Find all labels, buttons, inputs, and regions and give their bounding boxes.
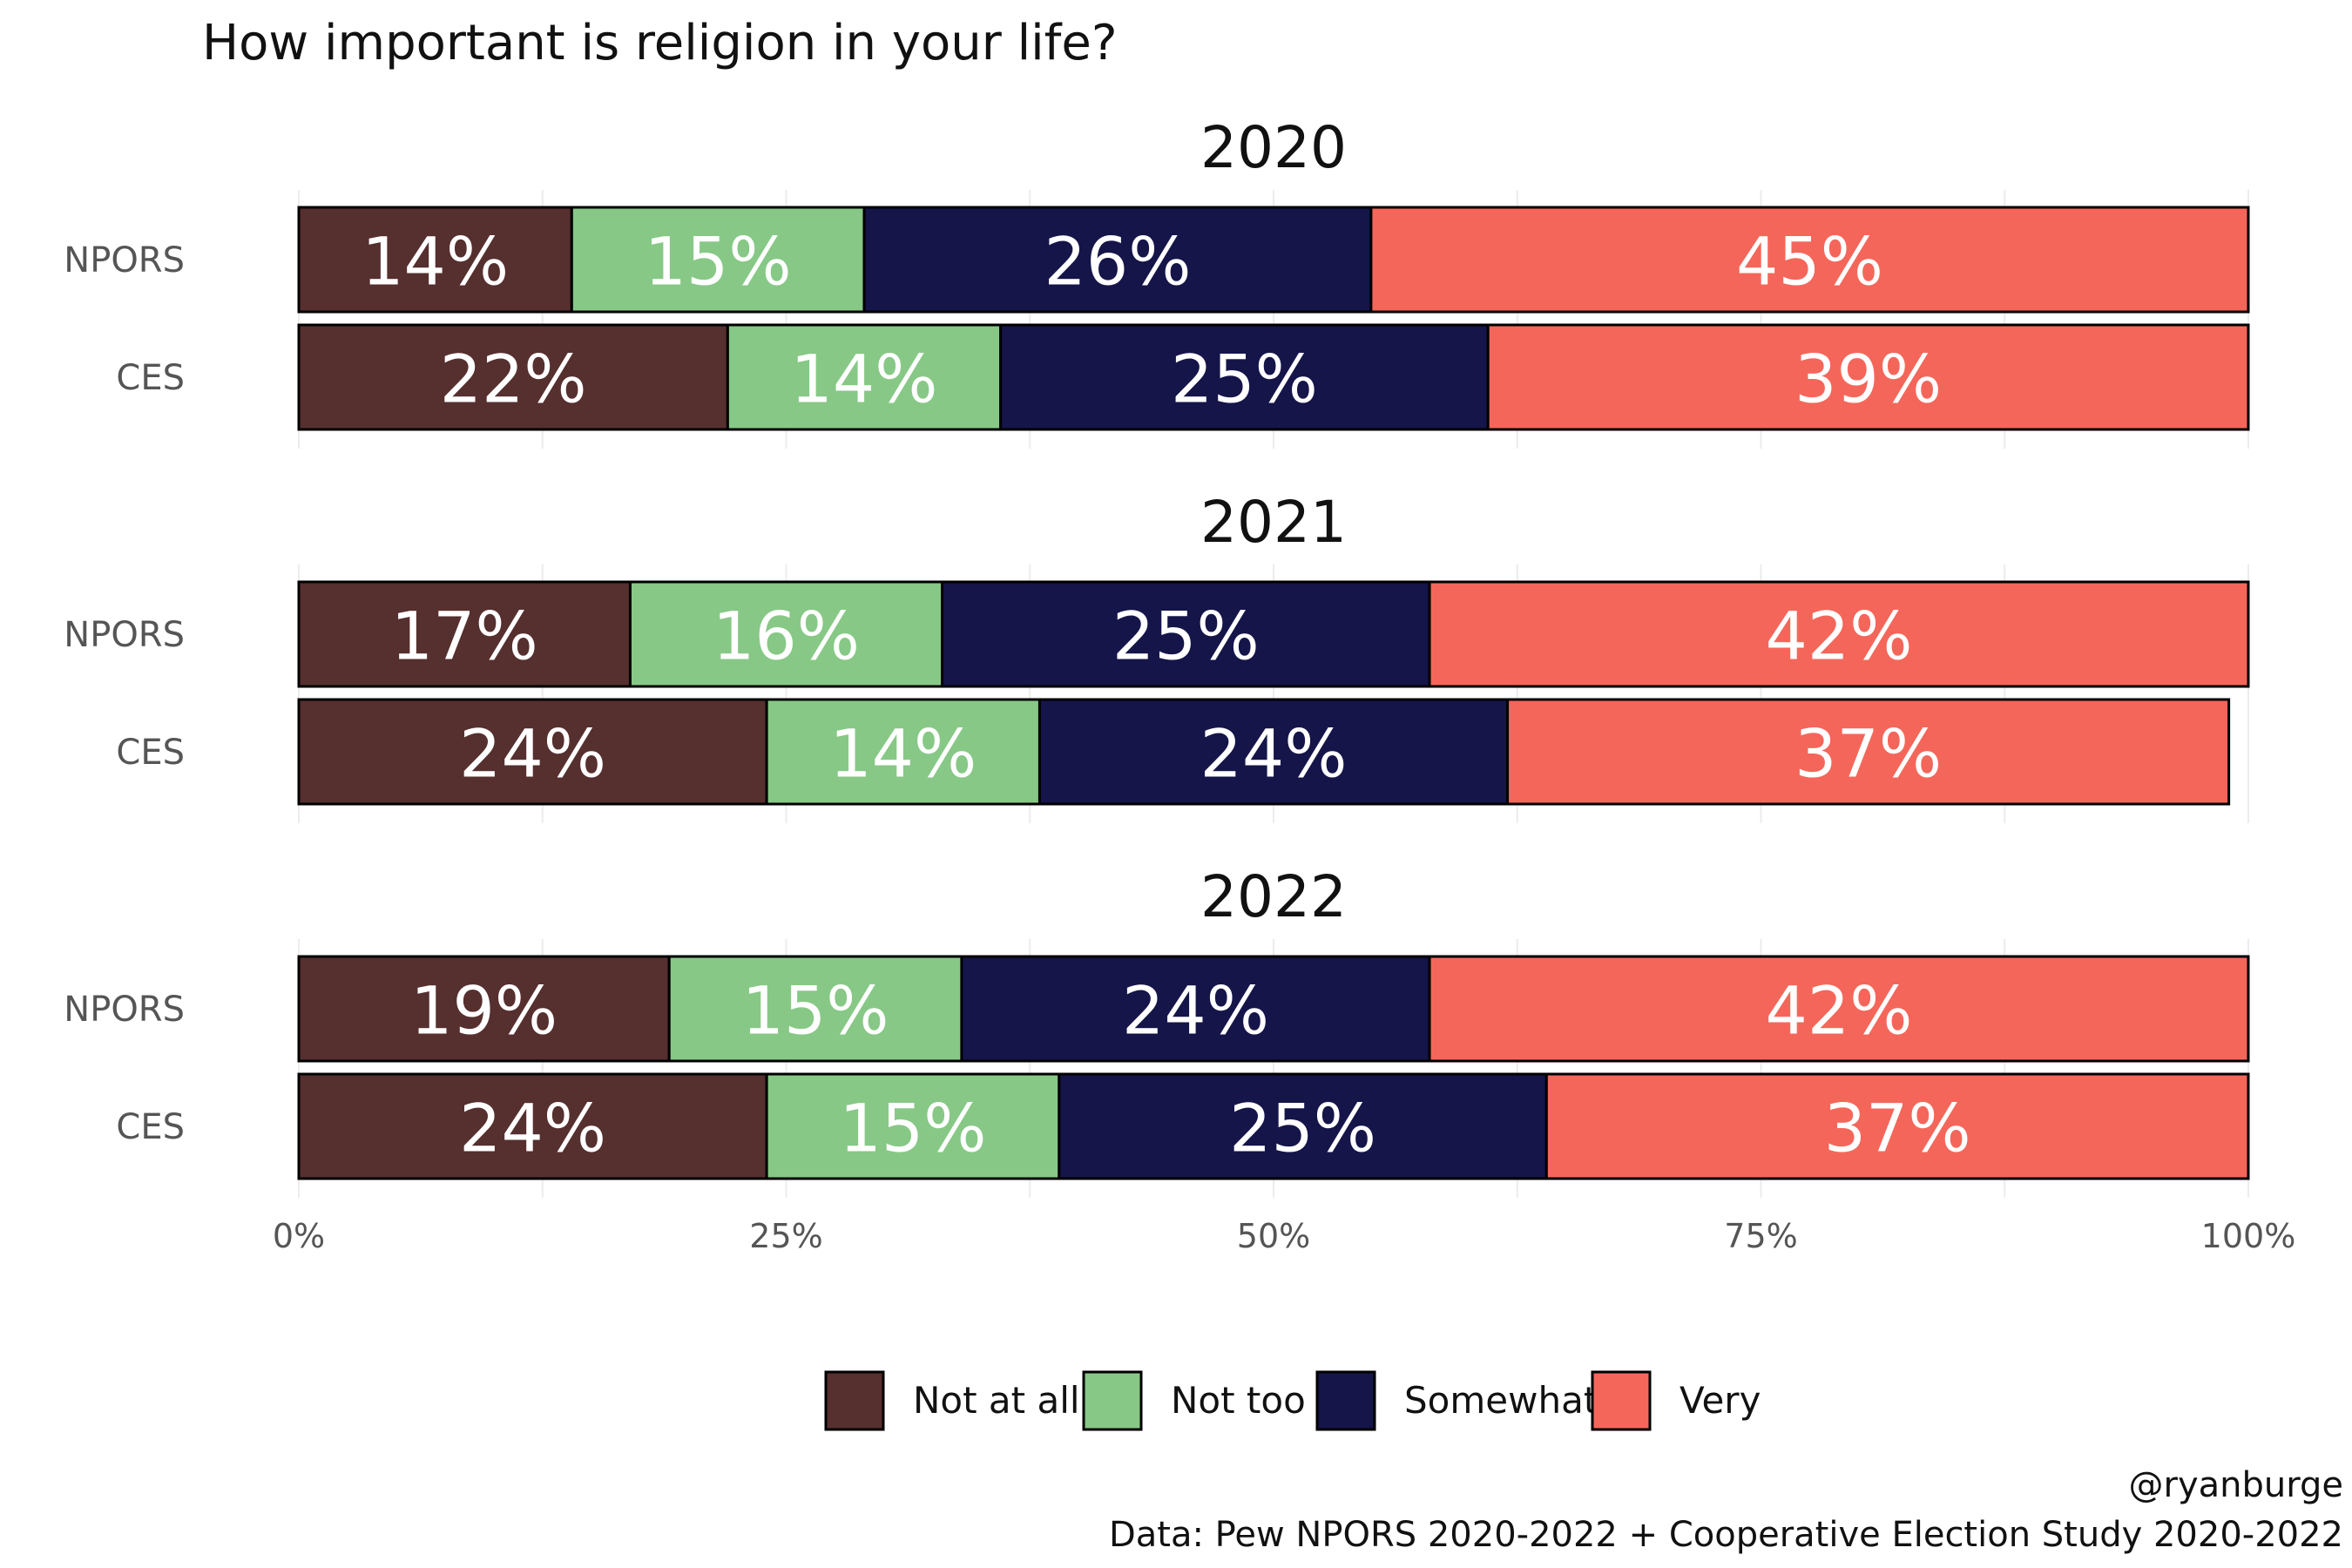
data-label: 37% bbox=[1824, 1090, 1971, 1167]
bar-segment-somewhat bbox=[941, 580, 1431, 688]
facets: 2020 NPORS 14% 15% 26% 45% CES 22% 14% 25% 39% 2021… bbox=[64, 114, 2250, 1180]
x-tick-label: 100% bbox=[2201, 1217, 2296, 1255]
legend-swatch bbox=[824, 1370, 885, 1431]
row-label: NPORS bbox=[64, 990, 185, 1030]
data-label: 26% bbox=[1044, 223, 1191, 301]
legend-label: Somewhat bbox=[1404, 1379, 1598, 1422]
data-label: 14% bbox=[362, 223, 509, 301]
facet-label: 2020 bbox=[1200, 114, 1347, 181]
row-label: CES bbox=[116, 733, 185, 773]
bar-segment-not-too bbox=[628, 580, 944, 688]
bar-segment-not-too bbox=[765, 1072, 1061, 1180]
legend-label: Not at all bbox=[913, 1379, 1080, 1422]
legend-swatch bbox=[1591, 1370, 1652, 1431]
data-label: 22% bbox=[440, 341, 587, 418]
bar-segment-very bbox=[1506, 698, 2231, 806]
row-label: CES bbox=[116, 1107, 185, 1147]
bar-segment-somewhat bbox=[960, 955, 1431, 1063]
bar-segment-not-too bbox=[667, 955, 963, 1063]
bar-segment-very bbox=[1428, 580, 2250, 688]
data-label: 15% bbox=[645, 223, 792, 301]
legend-label: Very bbox=[1680, 1379, 1761, 1422]
caption-source: Data: Pew NPORS 2020-2022 + Cooperative … bbox=[1109, 1515, 2343, 1555]
data-label: 14% bbox=[791, 341, 938, 418]
row-label: NPORS bbox=[64, 240, 185, 280]
x-tick-label: 0% bbox=[273, 1217, 325, 1255]
x-tick-label: 50% bbox=[1237, 1217, 1310, 1255]
bar-segment-not-at-all bbox=[297, 698, 768, 806]
data-label: 17% bbox=[391, 598, 538, 675]
x-tick-label: 25% bbox=[749, 1217, 822, 1255]
row-label: NPORS bbox=[64, 615, 185, 655]
data-label: 45% bbox=[1736, 223, 1883, 301]
data-label: 19% bbox=[410, 972, 558, 1050]
row-label: CES bbox=[116, 358, 185, 398]
bar-segment-very bbox=[1486, 323, 2250, 431]
data-label: 42% bbox=[1766, 972, 1913, 1050]
bar-segment-somewhat bbox=[999, 323, 1490, 431]
bar-segment-somewhat bbox=[1058, 1072, 1548, 1180]
legend-item: Somewhat bbox=[1315, 1370, 1598, 1431]
bar-segment-not-at-all bbox=[297, 580, 632, 688]
legend-swatch bbox=[1082, 1370, 1143, 1431]
bar-segment-somewhat bbox=[862, 206, 1373, 314]
legend-swatch bbox=[1315, 1370, 1376, 1431]
data-label: 25% bbox=[1112, 598, 1260, 675]
data-label: 24% bbox=[459, 715, 606, 793]
chart-title: How important is religion in your life? bbox=[202, 15, 1118, 71]
legend-item: Very bbox=[1591, 1370, 1761, 1431]
legend-item: Not too bbox=[1082, 1370, 1306, 1431]
data-label: 25% bbox=[1229, 1090, 1376, 1167]
data-label: 37% bbox=[1794, 715, 1942, 793]
data-label: 39% bbox=[1794, 341, 1942, 418]
bar-segment-very bbox=[1544, 1072, 2250, 1180]
facet-2020: 2020 NPORS 14% 15% 26% 45% CES 22% 14% 25% 39% bbox=[64, 114, 2250, 431]
bar-segment-somewhat bbox=[1037, 698, 1510, 806]
x-tick-label: 75% bbox=[1724, 1217, 1797, 1255]
legend-item: Not at all bbox=[824, 1370, 1080, 1431]
data-label: 15% bbox=[840, 1090, 987, 1167]
data-label: 16% bbox=[713, 598, 860, 675]
x-axis: 0% 25% 50% 75% 100% bbox=[273, 1217, 2295, 1255]
bar-segment-not-at-all bbox=[297, 323, 729, 431]
facet-label: 2022 bbox=[1200, 863, 1347, 930]
facet-2021: 2021 NPORS 17% 16% 25% 42% CES 24% 14% 24% 37% bbox=[64, 489, 2250, 806]
data-label: 42% bbox=[1766, 598, 1913, 675]
data-label: 25% bbox=[1171, 341, 1318, 418]
legend-label: Not too bbox=[1171, 1379, 1306, 1422]
bar-segment-not-at-all bbox=[297, 1072, 768, 1180]
data-label: 24% bbox=[1122, 972, 1269, 1050]
bar-segment-not-at-all bbox=[297, 955, 671, 1063]
facet-label: 2021 bbox=[1200, 489, 1347, 556]
caption-author: @ryanburge bbox=[2129, 1465, 2343, 1505]
bar-segment-very bbox=[1369, 206, 2250, 314]
legend: Not at all Not too Somewhat Very bbox=[824, 1370, 1761, 1431]
bar-segment-not-too bbox=[765, 698, 1041, 806]
data-label: 24% bbox=[459, 1090, 606, 1167]
facet-2022: 2022 NPORS 19% 15% 24% 42% CES 24% 15% 25% 37% bbox=[64, 863, 2250, 1180]
data-label: 24% bbox=[1200, 715, 1348, 793]
data-label: 14% bbox=[829, 715, 977, 793]
bar-segment-very bbox=[1428, 955, 2250, 1063]
data-label: 15% bbox=[742, 972, 889, 1050]
